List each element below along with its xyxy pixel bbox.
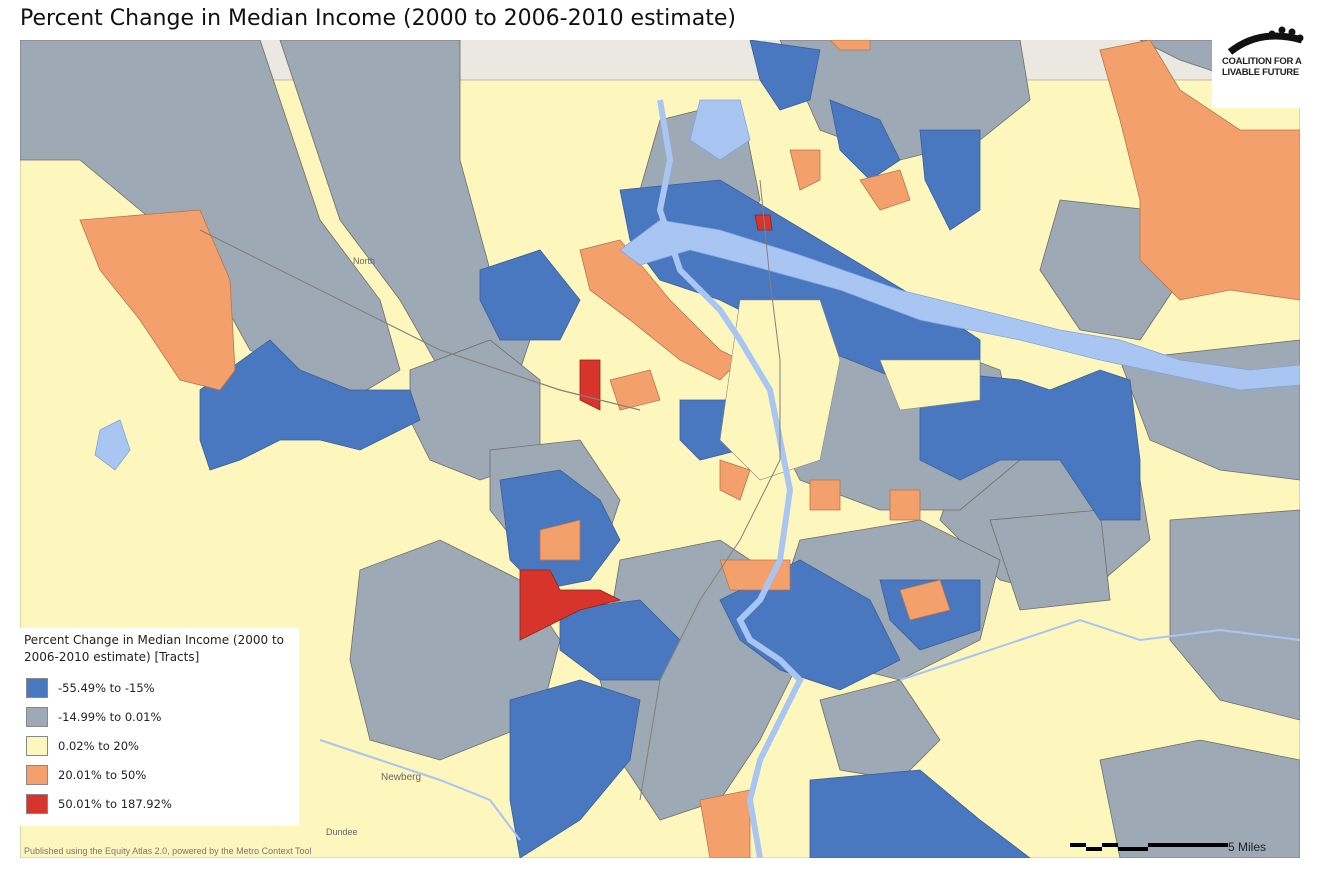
tract-orange-vancouver-east <box>859 169 911 211</box>
columbia-river <box>619 219 1300 391</box>
scale-bar: 5 Miles <box>1070 838 1270 856</box>
vancouver-lake <box>689 99 751 161</box>
tract-yellow-east-core <box>879 359 981 411</box>
tract-orange-west <box>79 209 236 391</box>
legend-label: 50.01% to 187.92% <box>58 797 172 811</box>
tract-red-vancouver <box>754 214 773 231</box>
legend-swatch <box>26 794 48 814</box>
logo: COALITION FOR A LIVABLE FUTURE <box>1212 0 1320 108</box>
scale-label: 5 Miles <box>1228 840 1267 854</box>
tract-blue-vancouver-east <box>919 129 981 231</box>
tract-gray-happy-valley <box>819 679 941 781</box>
tualatin-river <box>319 739 521 841</box>
legend-label: -14.99% to 0.01% <box>58 710 162 724</box>
tract-blue-east-portland <box>919 369 1141 521</box>
legend-item: -14.99% to 0.01% <box>26 707 286 727</box>
tract-orange-clackamas <box>899 579 951 621</box>
road-i5 <box>639 179 781 801</box>
tract-orange-vancouver <box>789 149 821 191</box>
tract-blue-vancouver-mid <box>829 99 901 181</box>
tract-gray-east-lower <box>1169 509 1300 721</box>
logo-text: COALITION FOR A LIVABLE FUTURE <box>1222 56 1302 78</box>
tract-gray-gresham <box>989 509 1111 611</box>
legend-swatch <box>26 678 48 698</box>
tract-red-nw <box>579 359 601 411</box>
tract-orange-south <box>699 789 751 858</box>
legend-label: 0.02% to 20% <box>58 739 139 753</box>
legend-label: -55.49% to -15% <box>58 681 155 695</box>
map-canvas[interactable]: Newberg Dundee North <box>20 40 1300 858</box>
legend-title: Percent Change in Median Income (2000 to… <box>24 633 284 664</box>
road-highway-26 <box>199 229 641 411</box>
tract-orange-beaverton <box>539 519 581 561</box>
legend-item: 0.02% to 20% <box>26 736 286 756</box>
tract-orange-inner <box>719 459 751 501</box>
tract-orange-east <box>889 489 921 521</box>
legend-item: 20.01% to 50% <box>26 765 286 785</box>
place-label-newberg: Newberg <box>381 772 421 783</box>
tract-orange-northeast <box>1099 40 1300 301</box>
tract-orange-milwaukie <box>719 559 791 591</box>
page-title: Percent Change in Median Income (2000 to… <box>20 6 736 31</box>
legend-swatch <box>26 736 48 756</box>
clackamas-river <box>899 618 1300 681</box>
tract-orange-top <box>829 40 871 51</box>
tract-blue-hillsboro <box>199 339 421 471</box>
legend-swatch <box>26 707 48 727</box>
tract-gray-southeast <box>1099 739 1300 858</box>
choropleth-map: Newberg Dundee North <box>20 40 1300 858</box>
tract-blue-canby <box>809 769 1031 858</box>
willamette-river <box>656 99 804 858</box>
tract-blue-wilsonville <box>509 679 641 858</box>
legend-item: 50.01% to 187.92% <box>26 794 286 814</box>
legend-swatch <box>26 765 48 785</box>
tract-orange-nw <box>609 369 661 411</box>
tract-blue-forest-park <box>479 249 581 341</box>
scale-bar-graphic <box>1070 843 1228 851</box>
tract-orange-se <box>809 479 841 511</box>
map-credit: Published using the Equity Atlas 2.0, po… <box>24 846 312 856</box>
place-label-north: North <box>353 256 375 266</box>
logo-arc-icon <box>1227 26 1304 55</box>
tract-blue-vancouver-north <box>749 40 821 111</box>
legend-panel: Percent Change in Median Income (2000 to… <box>20 628 299 826</box>
legend-item: -55.49% to -15% <box>26 678 286 698</box>
place-label-dundee: Dundee <box>326 827 358 837</box>
hagg-lake <box>94 419 131 471</box>
tract-red-tigard <box>519 569 622 641</box>
legend-label: 20.01% to 50% <box>58 768 147 782</box>
